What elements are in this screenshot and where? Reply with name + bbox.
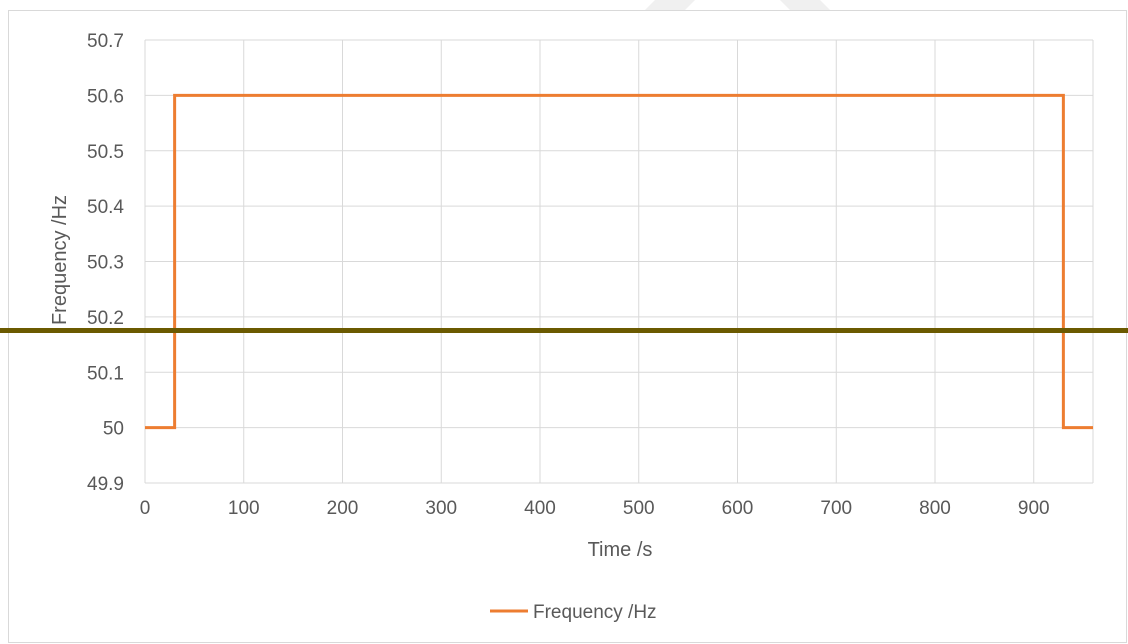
x-tick-label: 900	[1018, 498, 1050, 519]
y-tick-label: 50.6	[87, 86, 124, 107]
y-tick-label: 50.4	[87, 197, 124, 218]
x-tick-label: 200	[327, 498, 359, 519]
y-axis-label: Frequency /Hz	[49, 195, 71, 325]
y-tick-label: 50.5	[87, 142, 124, 163]
x-tick-label: 800	[919, 498, 951, 519]
y-tick-label: 49.9	[87, 474, 124, 495]
chart-frame	[8, 10, 1127, 643]
horizontal-rule	[0, 328, 1128, 333]
legend-label: Frequency /Hz	[533, 602, 657, 623]
legend: Frequency /Hz	[490, 602, 657, 623]
y-tick-label: 50.2	[87, 308, 124, 329]
y-tick-label: 50	[103, 419, 124, 440]
x-tick-label: 700	[820, 498, 852, 519]
gridlines	[144, 39, 1094, 484]
x-tick-label: 400	[524, 498, 556, 519]
y-tick-label: 50.1	[87, 363, 124, 384]
series-lines	[145, 93, 1093, 430]
x-tick-label: 100	[228, 498, 260, 519]
y-tick-labels: 49.9 50 50.1 50.2 50.3 50.4 50.5 50.6 50.7	[87, 31, 124, 495]
series-line	[145, 93, 1093, 430]
y-tick-label: 50.7	[87, 31, 124, 52]
x-tick-label: 0	[140, 498, 151, 519]
x-tick-labels: 0 100 200 300 400 500 600 700 800 900	[140, 498, 1050, 519]
x-axis-label: Time /s	[588, 539, 653, 561]
x-tick-label: 500	[623, 498, 655, 519]
x-tick-label: 300	[425, 498, 457, 519]
y-tick-label: 50.3	[87, 253, 124, 274]
x-tick-label: 600	[722, 498, 754, 519]
